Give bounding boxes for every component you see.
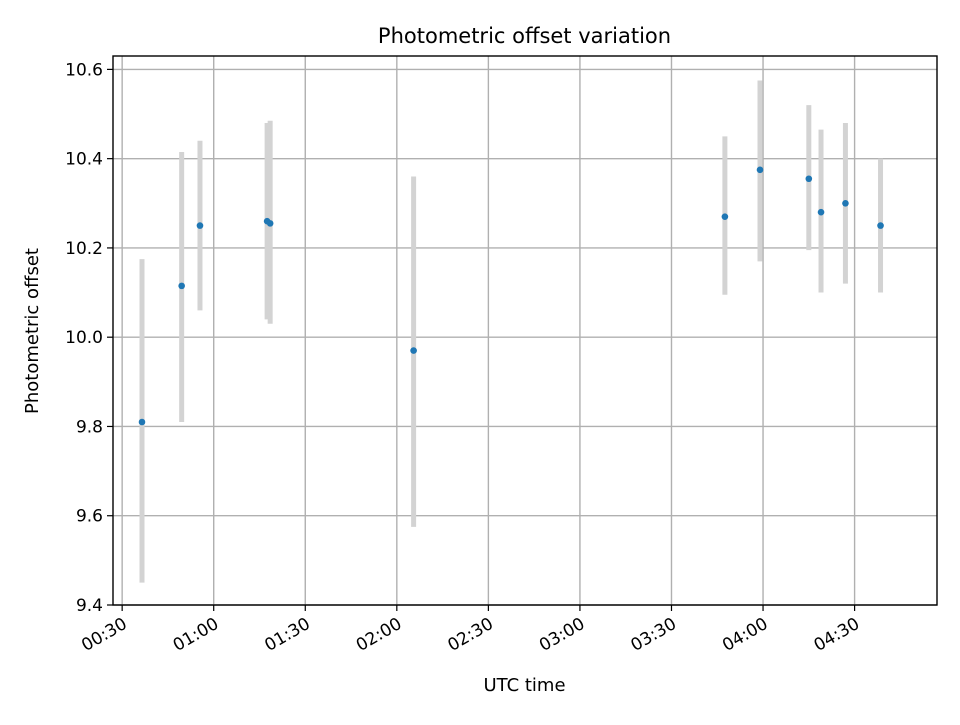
data-point xyxy=(138,418,146,426)
data-point xyxy=(196,222,204,229)
plot-frame xyxy=(112,55,938,606)
y-tick-label: 10.4 xyxy=(65,150,103,170)
axis-ticks: 00:30 01:00 01:30 02:00 02:30 03:00 03:30 04:00… xyxy=(65,60,863,655)
x-tick-label: 04:30 xyxy=(811,614,863,656)
grid-lines xyxy=(113,56,937,606)
y-axis-label: Photometric offset xyxy=(22,248,43,414)
y-tick-label: 9.6 xyxy=(76,507,103,527)
y-tick-label: 10.6 xyxy=(65,60,103,80)
x-tick-label: 04:00 xyxy=(719,614,771,656)
x-tick-label: 01:00 xyxy=(170,614,222,656)
data-point xyxy=(842,199,849,207)
data-point xyxy=(756,166,764,174)
data-points xyxy=(138,166,884,426)
y-tick-label: 10.0 xyxy=(65,328,103,348)
error-bars xyxy=(139,80,884,583)
y-tick-label: 9.4 xyxy=(76,596,103,616)
y-tick-label: 10.2 xyxy=(65,239,103,259)
x-tick-label: 02:00 xyxy=(353,614,405,656)
y-tick-label: 9.8 xyxy=(76,417,103,437)
x-tick-label: 03:30 xyxy=(628,614,680,656)
data-point xyxy=(817,208,825,216)
x-tick-label: 00:30 xyxy=(78,614,130,656)
chart-title: Photometric offset variation xyxy=(378,24,671,48)
x-tick-label: 02:30 xyxy=(444,614,496,656)
data-point xyxy=(178,282,185,290)
data-point xyxy=(721,213,729,220)
data-point xyxy=(805,175,813,183)
data-point xyxy=(877,222,884,229)
x-tick-label: 01:30 xyxy=(261,614,313,656)
x-tick-label: 03:00 xyxy=(536,614,588,656)
x-axis-label: UTC time xyxy=(483,675,565,696)
data-point xyxy=(266,220,274,227)
data-point xyxy=(410,347,417,354)
